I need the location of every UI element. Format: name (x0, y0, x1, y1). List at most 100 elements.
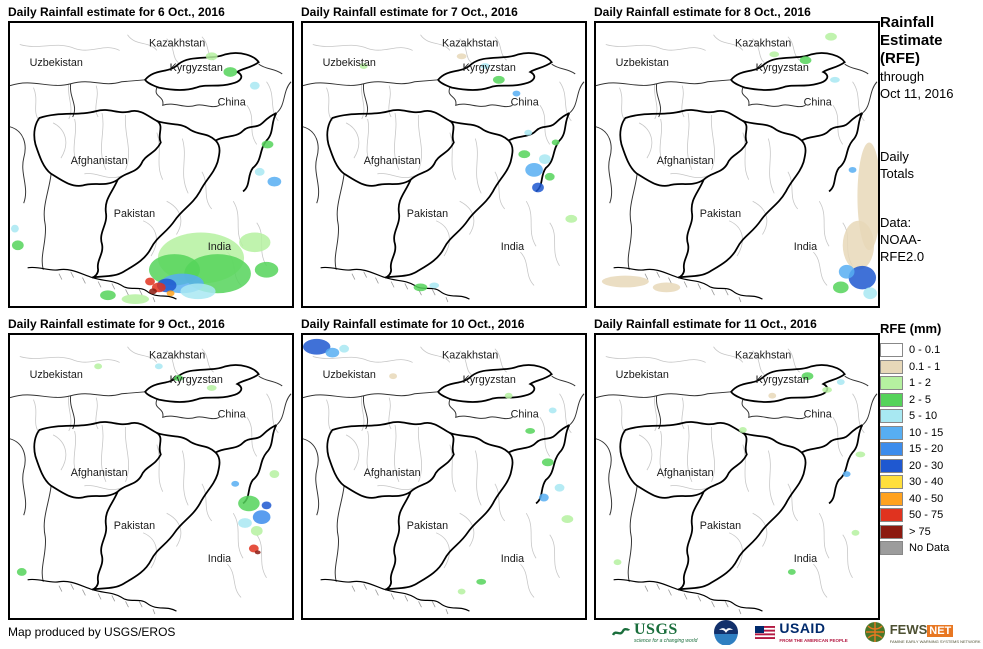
rain-blob (504, 392, 513, 399)
legend-label: 0.1 - 1 (909, 360, 941, 373)
country-label: Afghanistan (71, 155, 128, 167)
legend-label: 5 - 10 (909, 410, 938, 423)
legend-swatch (880, 425, 903, 440)
rain-blob (544, 172, 555, 181)
country-label: Pakistan (700, 520, 741, 532)
country-labels: Kazakhstan Uzbekistan Kyrgyzstan China Afgha… (616, 350, 832, 566)
legend-item: No Data (880, 540, 980, 557)
rain-blob (842, 220, 875, 270)
panel-title: Daily Rainfall estimate for 11 Oct., 201… (594, 317, 817, 331)
rain-blob (389, 373, 397, 380)
panel-title: Daily Rainfall estimate for 10 Oct., 201… (301, 317, 525, 331)
country-label: Afghanistan (657, 155, 714, 167)
panel-title: Daily Rainfall estimate for 6 Oct., 2016 (8, 5, 225, 19)
rain-blob (254, 550, 261, 555)
legend-item: 15 - 20 (880, 441, 980, 458)
sidebar-through-line: through (880, 69, 925, 84)
rain-blob (223, 67, 238, 77)
legend-swatch (880, 359, 903, 374)
rain-blob (801, 372, 814, 381)
rain-blob (239, 232, 271, 253)
rain-layer (10, 52, 282, 305)
noaa-emblem-icon (714, 620, 739, 645)
legend-list: 0 - 0.1 0.1 - 1 1 - 2 2 - 5 5 - 10 10 - … (880, 342, 980, 557)
rain-blob (525, 428, 536, 434)
panel-title: Daily Rainfall estimate for 8 Oct., 2016 (594, 5, 811, 19)
footer-logos: USGS science for a changing world USA (612, 616, 981, 648)
usaid-wordmark: USAID (779, 620, 826, 636)
rain-blob (532, 182, 544, 193)
country-labels: Kazakhstan Uzbekistan Kyrgyzstan China Afgha… (323, 350, 539, 566)
legend-label: 40 - 50 (909, 492, 944, 505)
country-label: Uzbekistan (30, 57, 83, 69)
rain-blob (339, 344, 350, 353)
country-label: Pakistan (114, 520, 155, 532)
usgs-wave-icon (612, 627, 630, 636)
legend-item: 30 - 40 (880, 474, 980, 491)
rain-blob (121, 294, 150, 305)
legend-item: 0.1 - 1 (880, 359, 980, 376)
usgs-wordmark: USGS (634, 620, 678, 638)
rain-blob (601, 275, 649, 288)
sidebar: Rainfall Estimate (RFE) through Oct 11, … (880, 14, 980, 557)
country-label: Afghanistan (71, 467, 128, 479)
country-label: Kazakhstan (149, 350, 205, 362)
country-labels: Kazakhstan Uzbekistan Kyrgyzstan China Afgha… (30, 38, 246, 254)
rain-blob (205, 52, 218, 61)
sidebar-data-line: Data: (880, 215, 912, 230)
rain-blob (825, 32, 837, 41)
map-canvas: Kazakhstan Uzbekistan Kyrgyzstan China Afgha… (8, 333, 294, 620)
rain-blob (738, 427, 747, 433)
legend-label: > 75 (909, 525, 931, 538)
fews-tagline: FAMINE EARLY WARNING SYSTEMS NETWORK (889, 638, 981, 644)
rain-blob (769, 51, 780, 58)
rain-blob (359, 63, 368, 70)
legend-swatch (880, 343, 903, 358)
sidebar-data-line: NOAA- (880, 232, 922, 247)
legend-label: 10 - 15 (909, 426, 944, 439)
legend-label: 15 - 20 (909, 443, 944, 456)
rain-layer (601, 32, 878, 300)
legend-label: 20 - 30 (909, 459, 944, 472)
legend-swatch (880, 442, 903, 457)
map-credit: Map produced by USGS/EROS (8, 625, 176, 639)
rain-map-panel: Daily Rainfall estimate for 6 Oct., 2016… (8, 4, 294, 308)
country-label: Kazakhstan (442, 350, 498, 362)
rain-blob (561, 515, 574, 524)
rain-blob (476, 578, 487, 585)
rain-blob (551, 139, 560, 146)
country-label: Kyrgyzstan (756, 62, 809, 74)
rain-blob (538, 154, 551, 165)
rain-blob (145, 277, 155, 286)
basemap-layer (10, 345, 292, 615)
rain-blob (799, 56, 812, 65)
rain-blob (303, 338, 331, 355)
legend-swatch (880, 491, 903, 506)
basemap-layer (596, 33, 878, 303)
rain-map-panel: Daily Rainfall estimate for 8 Oct., 2016… (594, 4, 880, 308)
rain-blob (768, 392, 777, 399)
legend-swatch (880, 524, 903, 539)
rain-blob (238, 518, 252, 528)
country-label: Pakistan (700, 208, 741, 220)
rain-blob (254, 261, 279, 278)
legend-swatch (880, 376, 903, 391)
country-label: Uzbekistan (616, 369, 669, 381)
country-labels: Kazakhstan Uzbekistan Kyrgyzstan China Afgha… (616, 38, 832, 254)
rain-blob (554, 483, 565, 492)
legend-label: 2 - 5 (909, 393, 932, 406)
legend-label: No Data (909, 542, 950, 555)
rain-blob (261, 501, 272, 510)
country-label: Kyrgyzstan (170, 374, 223, 386)
rain-blob (413, 283, 428, 292)
rain-blob (863, 287, 878, 300)
rain-blob (456, 53, 467, 60)
legend-item: 1 - 2 (880, 375, 980, 392)
legend-title: RFE (mm) (880, 321, 942, 336)
country-label: India (501, 241, 524, 253)
legend-item: 5 - 10 (880, 408, 980, 425)
rain-layer (359, 53, 578, 292)
rain-blob (855, 451, 866, 458)
legend-label: 50 - 75 (909, 509, 944, 522)
rain-layer (303, 338, 574, 595)
